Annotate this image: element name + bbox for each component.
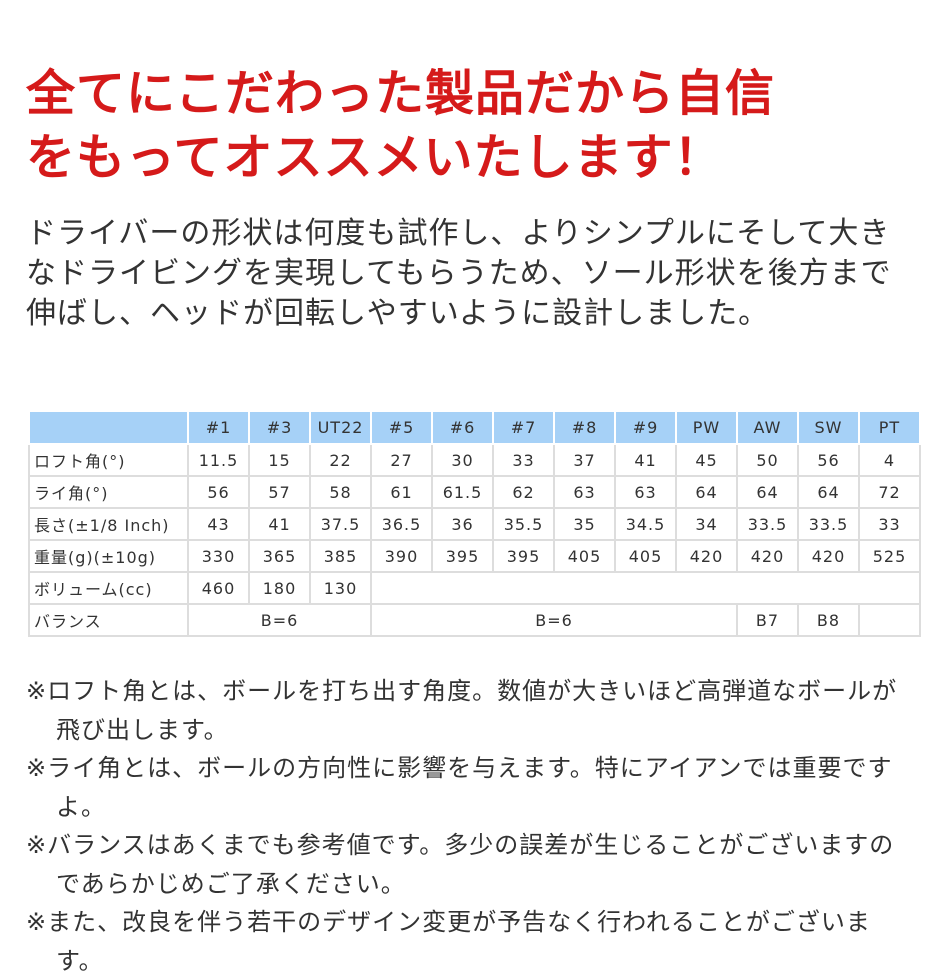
table-cell: 35	[553, 507, 616, 541]
table-cell: 15	[248, 443, 311, 477]
note-item: ※バランスはあくまでも参考値です。多少の誤差が生じることがございますのであらかじ…	[26, 831, 895, 898]
table-row: バランス B=6 B=6 B7 B8	[28, 603, 921, 637]
column-header: #7	[492, 410, 555, 445]
note-item: ※ライ角とは、ボールの方向性に影響を与えます。特にアイアンでは重要ですよ。	[26, 754, 893, 821]
row-label: 長さ(±1/8 Inch)	[28, 507, 189, 541]
table-cell: 35.5	[492, 507, 555, 541]
table-cell: 130	[309, 571, 372, 605]
notes: ※ロフト角とは、ボールを打ち出す角度。数値が大きいほど高弾道なボールが飛び出しま…	[26, 672, 916, 980]
intro-text: ドライバーの形状は何度も試作し、よりシンプルにそして大きなドライビングを実現して…	[26, 216, 892, 331]
table-cell	[858, 603, 921, 637]
table-cell: 385	[309, 539, 372, 573]
table-cell: 62	[492, 475, 555, 509]
column-header: PT	[858, 410, 921, 445]
table-cell: 11.5	[187, 443, 250, 477]
table-cell: 420	[797, 539, 860, 573]
table-cell: 56	[187, 475, 250, 509]
table-cell: 420	[675, 539, 738, 573]
table-cell: B=6	[370, 603, 738, 637]
row-label: 重量(g)(±10g)	[28, 539, 189, 573]
table-cell: 460	[187, 571, 250, 605]
column-header: #1	[187, 410, 250, 445]
note-item: ※ロフト角とは、ボールを打ち出す角度。数値が大きいほど高弾道なボールが飛び出しま…	[26, 677, 898, 744]
table-cell: 61	[370, 475, 433, 509]
table-cell: 64	[675, 475, 738, 509]
headline-line: をもってオススメいたします！	[26, 129, 724, 186]
table-cell: 22	[309, 443, 372, 477]
table-cell: 57	[248, 475, 311, 509]
spec-table: #1 #3 UT22 #5 #6 #7 #8 #9 PW AW SW PT ロフト角(°) 11.5 15…	[28, 410, 921, 637]
column-header: PW	[675, 410, 738, 445]
table-cell: 525	[858, 539, 921, 573]
table-row: ボリューム(cc) 460 180 130	[28, 571, 921, 605]
table-cell: B8	[797, 603, 860, 637]
table-cell: 58	[309, 475, 372, 509]
table-cell: 43	[187, 507, 250, 541]
table-cell: 37	[553, 443, 616, 477]
row-label: バランス	[28, 603, 189, 637]
table-cell: 395	[492, 539, 555, 573]
table-cell: 63	[614, 475, 677, 509]
row-label: ロフト角(°)	[28, 443, 189, 477]
table-cell: 37.5	[309, 507, 372, 541]
table-cell: 45	[675, 443, 738, 477]
table-cell: 4	[858, 443, 921, 477]
table-cell: 365	[248, 539, 311, 573]
table-cell	[370, 571, 921, 605]
table-cell: 63	[553, 475, 616, 509]
column-header: #3	[248, 410, 311, 445]
table-cell: 41	[614, 443, 677, 477]
table-cell: 34.5	[614, 507, 677, 541]
table-cell: 390	[370, 539, 433, 573]
table-cell: 27	[370, 443, 433, 477]
table-header-row: #1 #3 UT22 #5 #6 #7 #8 #9 PW AW SW PT	[28, 410, 921, 445]
table-cell: B7	[736, 603, 799, 637]
table-cell: 72	[858, 475, 921, 509]
headline-line: 全てにこだわった製品だから自信	[26, 65, 776, 122]
table-cell: 64	[797, 475, 860, 509]
column-header: #8	[553, 410, 616, 445]
table-row: 長さ(±1/8 Inch) 43 41 37.5 36.5 36 35.5 35 34.5 34 3…	[28, 507, 921, 541]
column-header: SW	[797, 410, 860, 445]
table-cell: 33.5	[736, 507, 799, 541]
headline: 全てにこだわった製品だから自信 をもってオススメいたします！	[26, 62, 926, 190]
table-cell: 420	[736, 539, 799, 573]
table-cell: 33	[858, 507, 921, 541]
table-row: ロフト角(°) 11.5 15 22 27 30 33 37 41 45 50 56 4	[28, 443, 921, 477]
table-cell: 50	[736, 443, 799, 477]
table-cell: 64	[736, 475, 799, 509]
table-cell: 36.5	[370, 507, 433, 541]
table-row: 重量(g)(±10g) 330 365 385 390 395 395 405 405 420 42…	[28, 539, 921, 573]
note-item: ※また、改良を伴う若干のデザイン変更が予告なく行われることがございます。	[26, 908, 871, 975]
header-corner	[28, 410, 189, 445]
column-header: AW	[736, 410, 799, 445]
table-cell: 36	[431, 507, 494, 541]
table-cell: 405	[553, 539, 616, 573]
table-cell: 180	[248, 571, 311, 605]
table-cell: B=6	[187, 603, 372, 637]
table-cell: 30	[431, 443, 494, 477]
column-header: #6	[431, 410, 494, 445]
table-cell: 405	[614, 539, 677, 573]
table-cell: 395	[431, 539, 494, 573]
table-cell: 34	[675, 507, 738, 541]
table-cell: 61.5	[431, 475, 494, 509]
table-cell: 41	[248, 507, 311, 541]
table-cell: 33	[492, 443, 555, 477]
column-header: #5	[370, 410, 433, 445]
row-label: ボリューム(cc)	[28, 571, 189, 605]
table-cell: 56	[797, 443, 860, 477]
column-header: UT22	[309, 410, 372, 445]
row-label: ライ角(°)	[28, 475, 189, 509]
table-row: ライ角(°) 56 57 58 61 61.5 62 63 63 64 64 64 72	[28, 475, 921, 509]
table-cell: 330	[187, 539, 250, 573]
column-header: #9	[614, 410, 677, 445]
table-cell: 33.5	[797, 507, 860, 541]
